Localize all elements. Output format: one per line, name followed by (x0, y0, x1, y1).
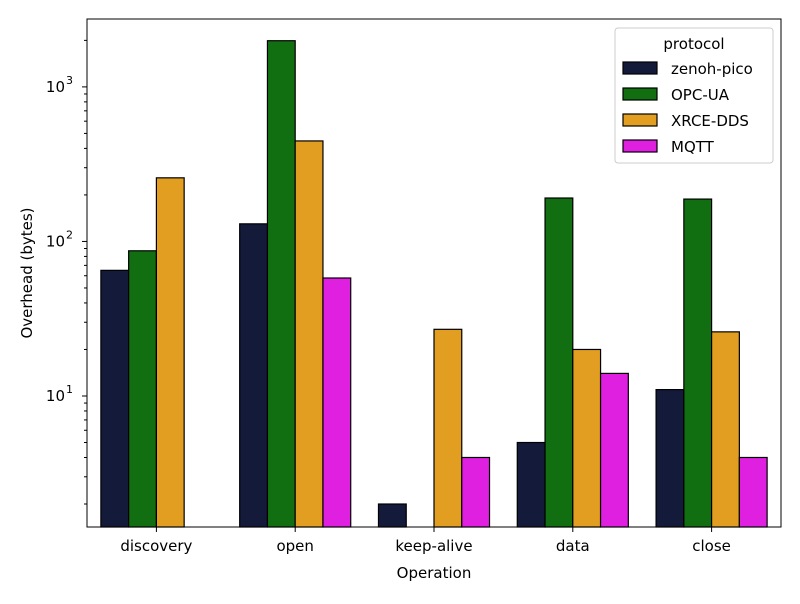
bar-close-MQTT (738, 456, 768, 528)
bar-close-zenoh-pico (655, 388, 685, 528)
x-axis: discovery open keep-alive data close (120, 527, 731, 555)
x-tick-label: data (556, 537, 590, 555)
bar-close-OPC-UA (683, 198, 713, 528)
x-tick-label: keep-alive (395, 537, 472, 555)
legend-label: OPC-UA (671, 86, 730, 104)
legend-title: protocol (663, 35, 724, 53)
bar-discovery-XRCE-DDS (155, 177, 185, 528)
x-axis-label: Operation (397, 564, 472, 582)
legend-label: XRCE-DDS (671, 112, 749, 130)
bars (100, 40, 768, 528)
x-tick-label: close (692, 537, 731, 555)
legend-swatch-zenoh-pico (622, 61, 658, 75)
y-axis-label: Overhead (bytes) (18, 207, 36, 338)
y-tick-label: 10 (46, 78, 65, 96)
bar-open-XRCE-DDS (294, 140, 324, 528)
bar-open-OPC-UA (266, 40, 296, 528)
legend-swatch-OPC-UA (622, 87, 658, 101)
legend-swatch-XRCE-DDS (622, 113, 658, 127)
bar-discovery-zenoh-pico (100, 269, 130, 528)
bar-data-OPC-UA (544, 197, 574, 528)
legend: protocol zenoh-pico OPC-UA XRCE-DDS MQTT (614, 27, 774, 164)
bar-open-MQTT (322, 277, 352, 528)
bar-open-zenoh-pico (239, 223, 269, 528)
y-tick-exponent: 2 (66, 228, 73, 241)
bar-data-zenoh-pico (516, 441, 546, 528)
y-tick-label: 10 (46, 387, 65, 405)
y-tick-exponent: 1 (66, 383, 73, 396)
bar-data-MQTT (599, 372, 629, 528)
bar-keep-alive-MQTT (461, 456, 491, 528)
bar-discovery-OPC-UA (128, 250, 157, 528)
legend-label: MQTT (671, 138, 715, 156)
bar-data-XRCE-DDS (572, 348, 602, 528)
y-tick-label: 10 (46, 232, 65, 250)
bar-close-XRCE-DDS (710, 331, 740, 528)
x-tick-label: open (276, 537, 313, 555)
bar-keep-alive-zenoh-pico (377, 503, 407, 528)
bar-keep-alive-XRCE-DDS (433, 328, 463, 528)
y-tick-exponent: 3 (66, 74, 73, 87)
legend-label: zenoh-pico (671, 60, 753, 78)
x-tick-label: discovery (120, 537, 192, 555)
legend-swatch-MQTT (622, 139, 658, 153)
